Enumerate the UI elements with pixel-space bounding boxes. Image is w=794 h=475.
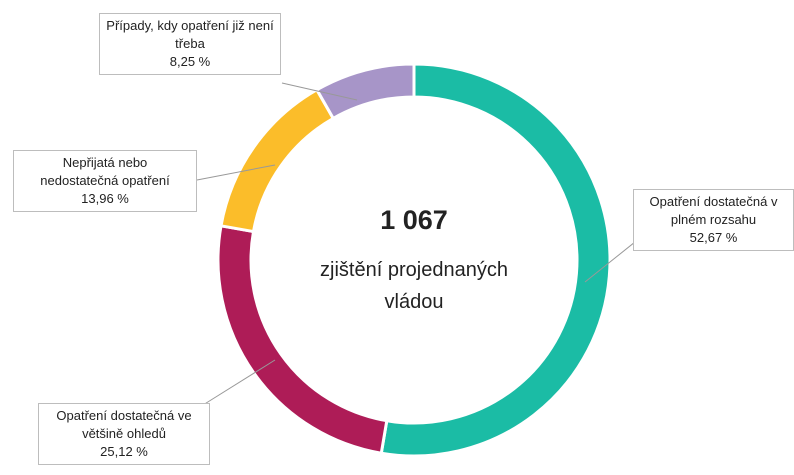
category-label: Nepřijatá nebo nedostatečná opatření: [40, 155, 170, 188]
donut-segment: [314, 62, 416, 121]
label-box: Případy, kdy opatření již není třeba 8,25…: [99, 13, 281, 75]
value-label: 8,25 %: [169, 54, 211, 69]
label-box: Opatření dostatečná ve většině ohledů 25,…: [38, 403, 210, 465]
value-label: 13,96 %: [81, 191, 129, 206]
leader-line: [281, 82, 358, 101]
category-label: Případy, kdy opatření již není třeba: [106, 18, 274, 51]
leader-line: [196, 164, 276, 181]
category-label: Opatření dostatečná v plném rozsahu: [649, 194, 778, 227]
leader-lines: [196, 82, 641, 406]
center-text: zjištění projednaných vládou: [320, 259, 508, 313]
label-box: Nepřijatá nebo nedostatečná opatření 13,9…: [13, 150, 197, 212]
leader-line: [202, 359, 276, 406]
leader-line: [584, 237, 641, 283]
value-label: 52,67 %: [689, 230, 738, 245]
label-box: Opatření dostatečná v plném rozsahu 52,67…: [633, 189, 794, 251]
donut-segment: [379, 62, 612, 458]
value-label: 25,12 %: [100, 444, 148, 459]
center-title: 1 067: [380, 205, 448, 235]
category-label: Opatření dostatečná ve většině ohledů: [56, 408, 192, 441]
